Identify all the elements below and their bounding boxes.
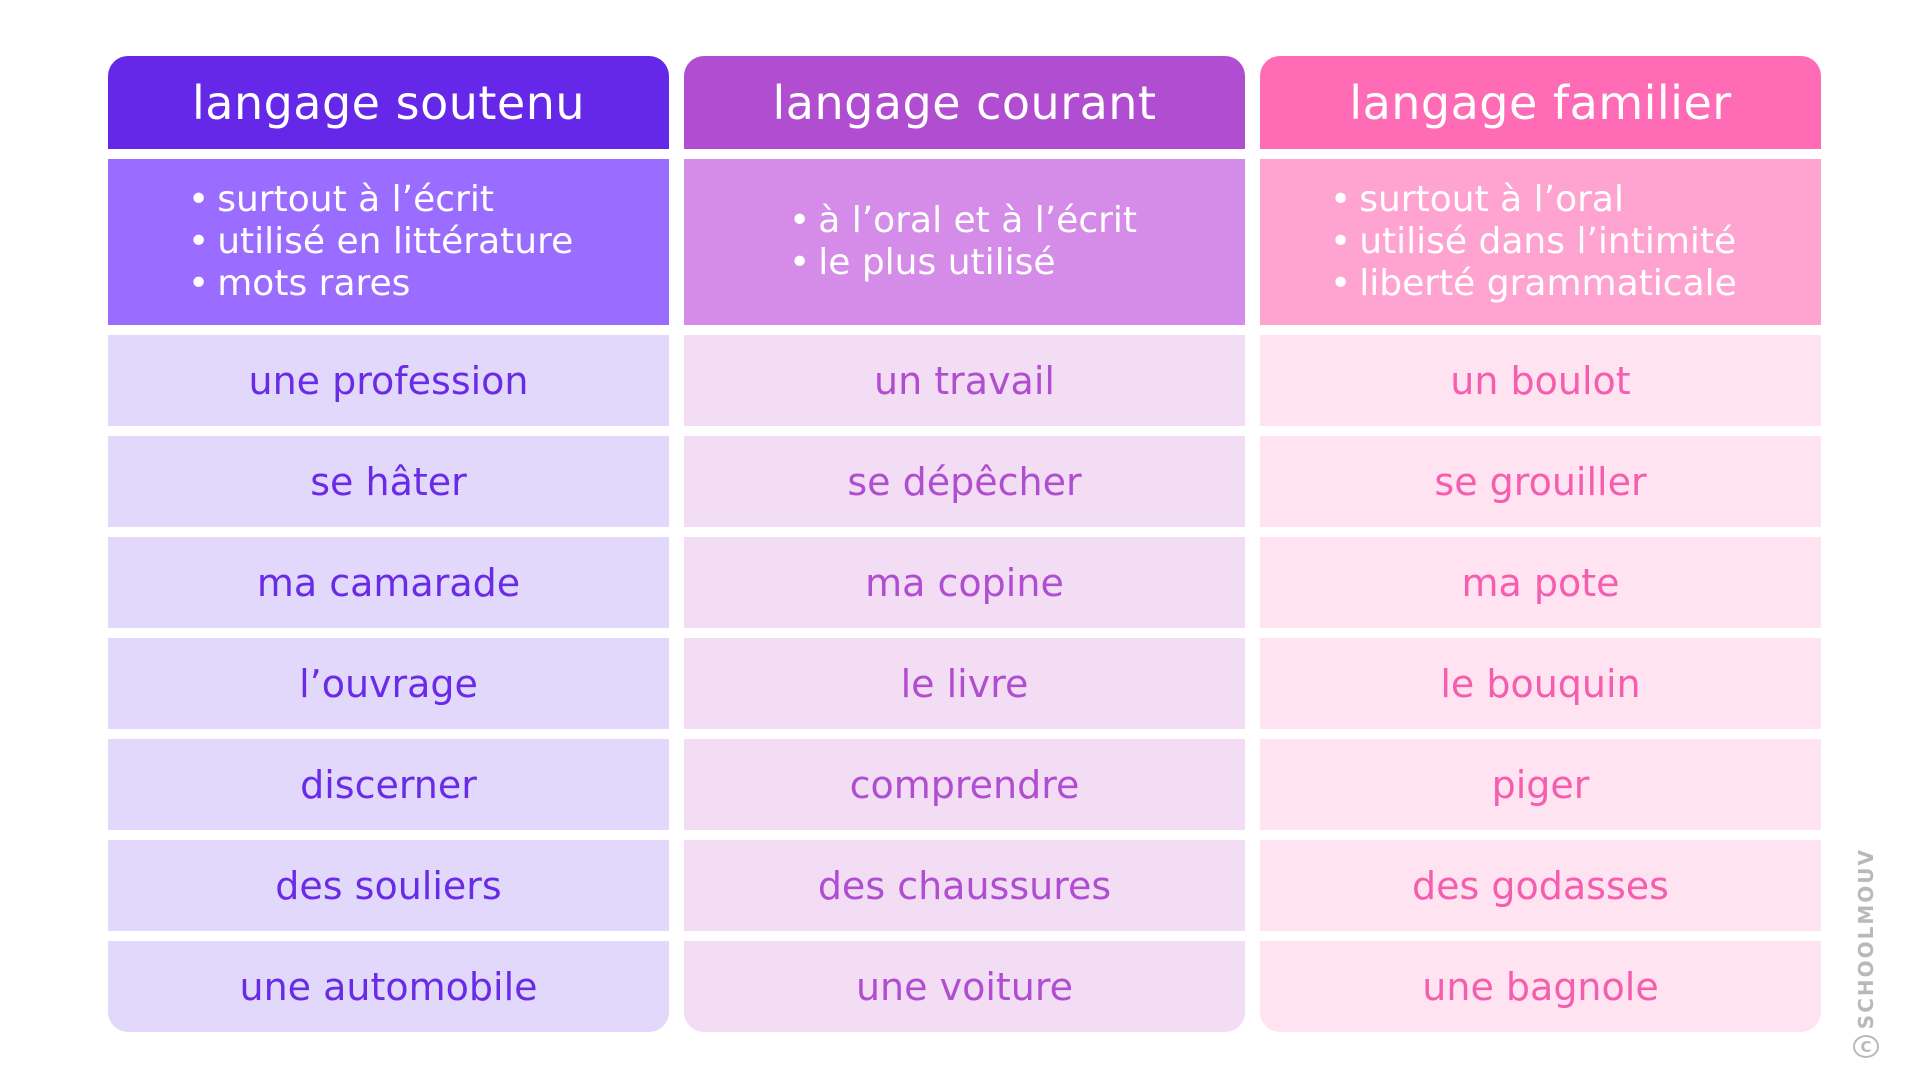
description-list: à l’oral et à l’écrit le plus utilisé (789, 200, 1137, 284)
column-description: surtout à l’oral utilisé dans l’intimité… (1260, 159, 1821, 325)
word-cell: ma pote (1260, 537, 1821, 628)
description-list: surtout à l’oral utilisé dans l’intimité… (1330, 179, 1737, 305)
column-description: surtout à l’écrit utilisé en littérature… (108, 159, 669, 325)
watermark-text: SCHOOLMOUV (1854, 848, 1878, 1030)
description-list: surtout à l’écrit utilisé en littérature… (188, 179, 573, 305)
word-cell: le livre (684, 638, 1245, 729)
word-cell: le bouquin (1260, 638, 1821, 729)
column-langage-soutenu: langage soutenu surtout à l’écrit utilis… (108, 56, 669, 1032)
word-cell: un travail (684, 335, 1245, 426)
language-register-table: langage soutenu surtout à l’écrit utilis… (108, 56, 1821, 1032)
column-header: langage soutenu (108, 56, 669, 149)
description-item: surtout à l’écrit (188, 179, 573, 221)
column-langage-familier: langage familier surtout à l’oral utilis… (1260, 56, 1821, 1032)
word-cell: un boulot (1260, 335, 1821, 426)
description-item: le plus utilisé (789, 242, 1137, 284)
word-cell: ma copine (684, 537, 1245, 628)
word-cell: une voiture (684, 941, 1245, 1032)
schoolmouv-watermark: SCHOOLMOUV C (1846, 848, 1886, 1058)
word-cell: se grouiller (1260, 436, 1821, 527)
word-cell: une automobile (108, 941, 669, 1032)
word-cell: se dépêcher (684, 436, 1245, 527)
description-item: liberté grammaticale (1330, 263, 1737, 305)
column-description: à l’oral et à l’écrit le plus utilisé (684, 159, 1245, 325)
copyright-icon: C (1853, 1035, 1879, 1058)
column-langage-courant: langage courant à l’oral et à l’écrit le… (684, 56, 1245, 1032)
word-cell: piger (1260, 739, 1821, 830)
word-cell: des souliers (108, 840, 669, 931)
word-cell: discerner (108, 739, 669, 830)
description-item: surtout à l’oral (1330, 179, 1737, 221)
description-item: à l’oral et à l’écrit (789, 200, 1137, 242)
word-cell: comprendre (684, 739, 1245, 830)
word-cell: une profession (108, 335, 669, 426)
word-cell: se hâter (108, 436, 669, 527)
description-item: utilisé dans l’intimité (1330, 221, 1737, 263)
word-cell: l’ouvrage (108, 638, 669, 729)
column-header: langage familier (1260, 56, 1821, 149)
word-cell: une bagnole (1260, 941, 1821, 1032)
word-cell: des godasses (1260, 840, 1821, 931)
description-item: mots rares (188, 263, 573, 305)
word-cell: des chaussures (684, 840, 1245, 931)
column-header: langage courant (684, 56, 1245, 149)
description-item: utilisé en littérature (188, 221, 573, 263)
word-cell: ma camarade (108, 537, 669, 628)
